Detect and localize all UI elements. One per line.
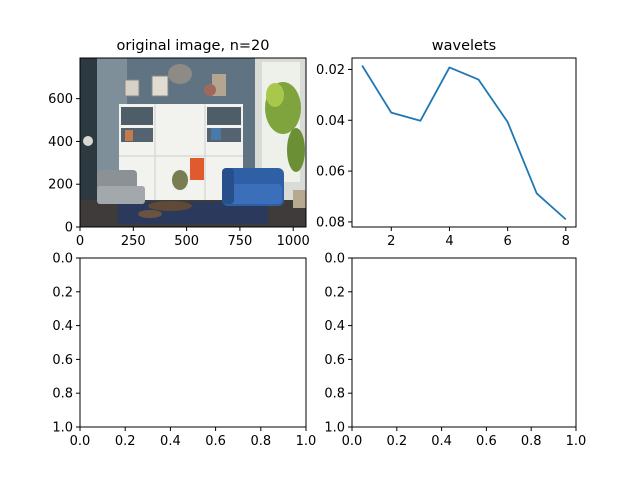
- bottom-left-y-tick-label: 0.4: [52, 319, 73, 334]
- image-panel-title: original image, n=20: [117, 38, 270, 54]
- bottom-right-y-tick-label: 0.0: [324, 252, 345, 267]
- image-panel-y-tick-label: 200: [48, 178, 73, 193]
- wavelets-panel: wavelets 2 4 6 8 0.02 0.04 0.06 0.08: [316, 38, 577, 249]
- bottom-right-y-ticks: 0.0 0.2 0.4 0.6 0.8 1.0: [324, 252, 352, 436]
- bottom-left-y-tick-label: 1.0: [52, 421, 73, 436]
- wavelets-y-tick-label: 0.04: [316, 114, 345, 129]
- room-photo: [80, 58, 306, 227]
- wavelets-x-ticks: 2 4 6 8: [387, 227, 570, 249]
- wavelets-y-tick-label: 0.08: [316, 215, 345, 230]
- bottom-left-x-ticks: 0.0 0.2 0.4 0.6 0.8 1.0: [70, 427, 317, 449]
- bottom-left-y-tick-label: 0.8: [52, 387, 73, 402]
- wavelets-y-tick-label: 0.02: [316, 63, 345, 78]
- image-panel-y-ticks: 0 200 400 600: [48, 92, 80, 236]
- empty-panel-bottom-right: 0.0 0.2 0.4 0.6 0.8 1.0 0.0 0.2 0.4 0.6 0.8 1.0: [324, 252, 586, 450]
- image-panel: original image, n=20: [48, 38, 310, 249]
- bottom-right-y-tick-label: 0.4: [324, 319, 345, 334]
- image-panel-x-tick-label: 1000: [277, 234, 310, 249]
- bottom-right-x-tick-label: 0.0: [342, 434, 363, 449]
- bottom-left-panel-frame: [79, 257, 307, 428]
- wavelets-y-tick-label: 0.06: [316, 165, 345, 180]
- bottom-left-x-tick-label: 0.2: [115, 434, 136, 449]
- image-panel-x-tick-label: 750: [227, 234, 252, 249]
- wavelets-panel-title: wavelets: [432, 38, 496, 54]
- bottom-left-x-tick-label: 0.4: [160, 434, 181, 449]
- bottom-left-x-tick-label: 0.6: [205, 434, 226, 449]
- image-panel-x-tick-label: 250: [121, 234, 146, 249]
- wavelets-x-tick-label: 6: [503, 234, 511, 249]
- bottom-left-y-tick-label: 0.2: [52, 285, 73, 300]
- bottom-left-x-tick-label: 0.8: [250, 434, 271, 449]
- bottom-right-x-tick-label: 1.0: [566, 434, 587, 449]
- bottom-right-x-tick-label: 0.6: [476, 434, 497, 449]
- bottom-left-x-tick-label: 0.0: [70, 434, 91, 449]
- bottom-left-x-tick-label: 1.0: [296, 434, 317, 449]
- wavelets-x-tick-label: 4: [445, 234, 453, 249]
- empty-panel-bottom-left: 0.0 0.2 0.4 0.6 0.8 1.0 0.0 0.2 0.4 0.6 0.8 1.0: [52, 252, 316, 450]
- image-panel-x-ticks: 0 250 500 750 1000: [76, 227, 310, 249]
- image-panel-y-tick-label: 0: [65, 221, 73, 236]
- wavelets-x-tick-label: 8: [562, 234, 570, 249]
- image-panel-x-tick-label: 500: [174, 234, 199, 249]
- bottom-left-y-ticks: 0.0 0.2 0.4 0.6 0.8 1.0: [52, 252, 80, 436]
- bottom-right-y-tick-label: 1.0: [324, 421, 345, 436]
- bottom-right-y-tick-label: 0.6: [324, 353, 345, 368]
- bottom-right-panel-frame: [351, 257, 577, 428]
- bottom-right-y-tick-label: 0.8: [324, 387, 345, 402]
- wavelets-panel-frame: [351, 57, 577, 228]
- bottom-right-y-tick-label: 0.2: [324, 285, 345, 300]
- bottom-left-y-tick-label: 0.6: [52, 353, 73, 368]
- bottom-right-x-ticks: 0.0 0.2 0.4 0.6 0.8 1.0: [342, 427, 587, 449]
- bottom-right-x-tick-label: 0.4: [431, 434, 452, 449]
- wavelets-x-tick-label: 2: [387, 234, 395, 249]
- wavelets-series-line: [361, 65, 567, 221]
- image-panel-x-tick-label: 0: [76, 234, 84, 249]
- bottom-right-x-tick-label: 0.2: [386, 434, 407, 449]
- image-panel-y-tick-label: 400: [48, 135, 73, 150]
- bottom-right-x-tick-label: 0.8: [521, 434, 542, 449]
- bottom-left-y-tick-label: 0.0: [52, 252, 73, 267]
- image-panel-y-tick-label: 600: [48, 92, 73, 107]
- wavelets-y-ticks: 0.02 0.04 0.06 0.08: [316, 63, 352, 230]
- image-panel-frame: [79, 57, 307, 228]
